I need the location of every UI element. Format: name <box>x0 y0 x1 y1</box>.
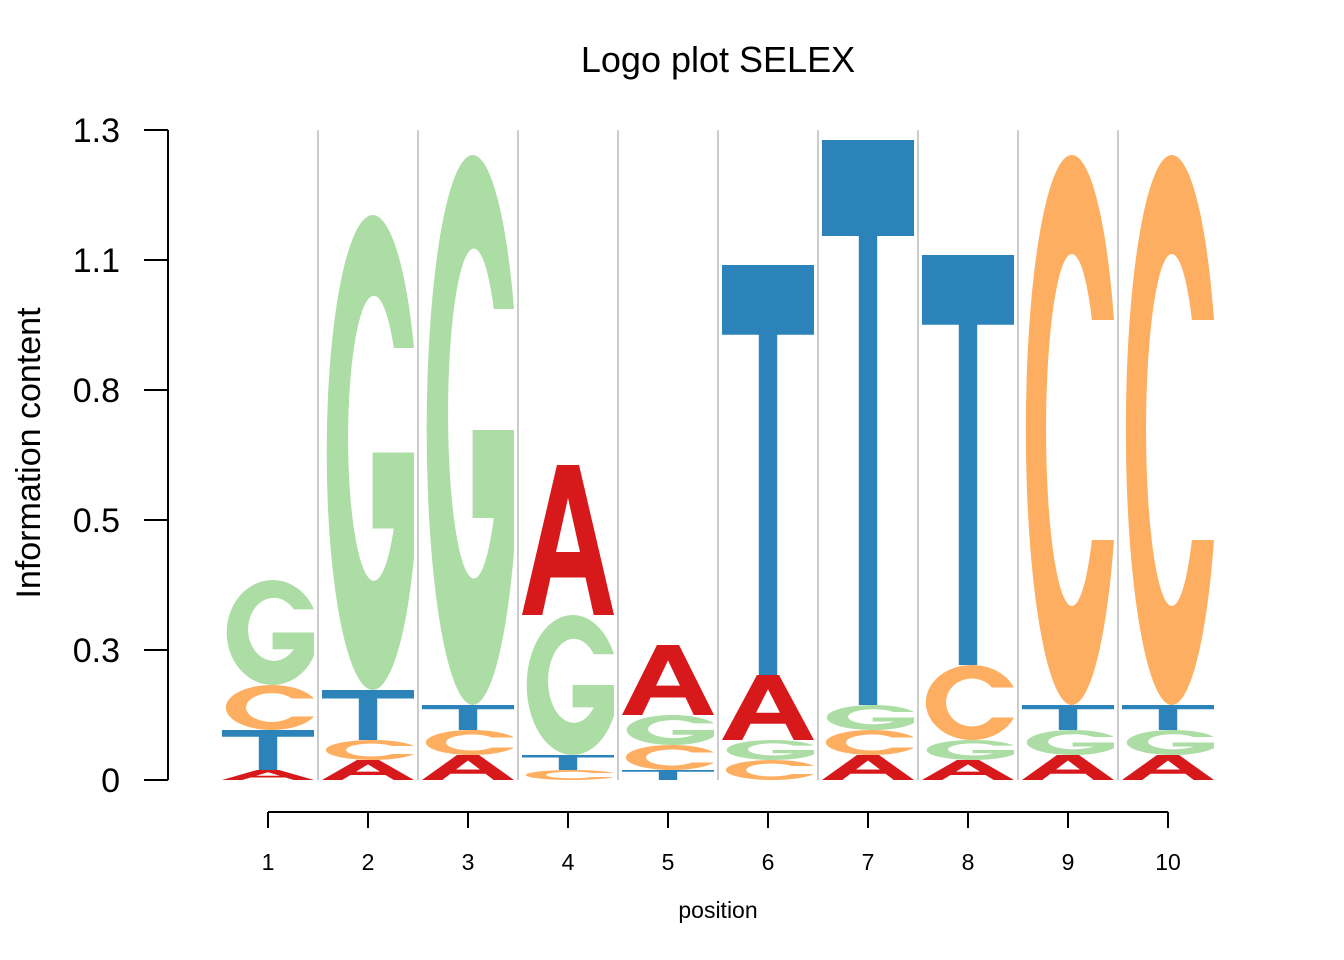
letter-C-pos-9 <box>1025 155 1114 706</box>
letter-A-pos-3 <box>422 755 514 780</box>
letter-C-pos-7 <box>825 730 914 755</box>
letter-C-pos-6 <box>725 760 814 780</box>
letter-C-pos-10 <box>1125 155 1214 706</box>
letter-A-pos-9 <box>1022 755 1114 780</box>
letter-C-pos-2 <box>325 740 414 760</box>
letter-C-pos-8 <box>925 665 1014 740</box>
letter-A-pos-8 <box>922 760 1014 780</box>
letter-G-pos-7 <box>826 705 914 730</box>
letter-C-pos-4 <box>525 770 614 780</box>
letter-C-pos-5 <box>625 745 714 770</box>
letter-G-pos-3 <box>426 155 514 706</box>
x-tick-label: 6 <box>762 849 775 875</box>
x-tick-label: 2 <box>362 849 375 875</box>
chart-title: Logo plot SELEX <box>581 39 855 80</box>
y-tick-label: 0.8 <box>73 372 120 410</box>
letter-G-pos-10 <box>1126 730 1214 755</box>
letter-A-pos-6 <box>722 675 814 740</box>
letter-stacks <box>222 140 1214 780</box>
letter-T-pos-2 <box>322 690 414 740</box>
letter-A-pos-7 <box>822 755 914 780</box>
letter-G-pos-5 <box>626 715 714 745</box>
letter-G-pos-6 <box>726 740 814 760</box>
letter-A-pos-4 <box>522 465 614 615</box>
letter-C-pos-3 <box>425 730 514 755</box>
letter-A-pos-1 <box>222 770 314 780</box>
x-tick-label: 7 <box>862 849 875 875</box>
y-tick-label: 0.3 <box>73 632 120 670</box>
letter-T-pos-8 <box>922 255 1014 665</box>
letter-G-pos-2 <box>326 215 414 691</box>
letter-C-pos-1 <box>225 685 314 730</box>
letter-T-pos-10 <box>1122 705 1214 730</box>
x-tick-label: 9 <box>1062 849 1075 875</box>
x-tick-label: 3 <box>462 849 475 875</box>
letter-G-pos-8 <box>926 740 1014 760</box>
letter-A-pos-10 <box>1122 755 1214 780</box>
letter-A-pos-5 <box>622 645 714 715</box>
y-tick-label: 1.1 <box>73 242 120 280</box>
x-tick-label: 8 <box>962 849 975 875</box>
letter-T-pos-5 <box>622 770 714 780</box>
letter-G-pos-1 <box>226 580 314 685</box>
letter-A-pos-2 <box>322 760 414 780</box>
letter-T-pos-3 <box>422 705 514 730</box>
x-tick-label: 5 <box>662 849 675 875</box>
grid-lines <box>317 130 1119 780</box>
y-tick-label: 1.3 <box>73 112 120 150</box>
y-tick-label: 0 <box>101 762 120 800</box>
letter-T-pos-1 <box>222 730 314 770</box>
letter-T-pos-4 <box>522 755 614 770</box>
y-tick-label: 0.5 <box>73 502 120 540</box>
x-tick-label: 4 <box>562 849 575 875</box>
letter-T-pos-9 <box>1022 705 1114 730</box>
x-axis: 1 2 3 4 5 6 7 8 9 10 <box>262 811 1181 875</box>
y-axis-label: Information content <box>10 307 48 599</box>
letter-T-pos-6 <box>722 265 814 675</box>
letter-G-pos-4 <box>526 615 614 755</box>
letter-T-pos-7 <box>822 140 914 705</box>
y-axis: 0 0.3 0.5 0.8 1.1 1.3 <box>73 112 169 800</box>
x-axis-label: position <box>678 897 757 923</box>
x-tick-label: 10 <box>1155 849 1181 875</box>
x-tick-label: 1 <box>262 849 275 875</box>
letter-G-pos-9 <box>1026 730 1114 755</box>
